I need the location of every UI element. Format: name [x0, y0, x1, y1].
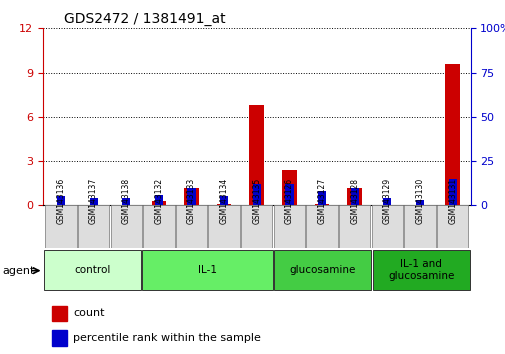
FancyBboxPatch shape	[306, 205, 337, 248]
FancyBboxPatch shape	[372, 250, 469, 290]
Bar	[122, 198, 130, 205]
Text: IL-1 and
glucosamine: IL-1 and glucosamine	[387, 259, 453, 281]
Text: count: count	[73, 308, 104, 318]
FancyBboxPatch shape	[436, 205, 467, 248]
FancyBboxPatch shape	[43, 250, 141, 290]
Bar	[447, 179, 456, 205]
Text: GSM143129: GSM143129	[382, 178, 391, 224]
Bar	[314, 204, 329, 205]
Text: GSM143136: GSM143136	[57, 178, 65, 224]
Text: agent: agent	[3, 266, 35, 276]
FancyBboxPatch shape	[143, 205, 174, 248]
Bar	[252, 184, 261, 205]
Text: percentile rank within the sample: percentile rank within the sample	[73, 333, 260, 343]
Text: GSM143138: GSM143138	[122, 178, 130, 224]
FancyBboxPatch shape	[403, 205, 435, 248]
Bar	[52, 330, 66, 346]
FancyBboxPatch shape	[176, 205, 207, 248]
FancyBboxPatch shape	[371, 205, 402, 248]
Bar	[249, 105, 264, 205]
Bar	[346, 188, 362, 205]
FancyBboxPatch shape	[241, 205, 272, 248]
Text: GSM143135: GSM143135	[252, 178, 261, 224]
Bar	[350, 188, 358, 205]
FancyBboxPatch shape	[273, 205, 305, 248]
Bar	[415, 200, 423, 205]
FancyBboxPatch shape	[111, 205, 141, 248]
FancyBboxPatch shape	[142, 250, 272, 290]
FancyBboxPatch shape	[273, 250, 371, 290]
Text: GDS2472 / 1381491_at: GDS2472 / 1381491_at	[64, 12, 226, 26]
Text: GSM143130: GSM143130	[415, 178, 424, 224]
Bar	[151, 201, 166, 205]
Bar	[57, 196, 65, 205]
Bar	[52, 306, 66, 321]
Text: GSM143133: GSM143133	[187, 178, 195, 224]
FancyBboxPatch shape	[208, 205, 239, 248]
Text: GSM143134: GSM143134	[219, 178, 228, 224]
Bar	[220, 196, 228, 205]
Bar	[281, 170, 296, 205]
FancyBboxPatch shape	[338, 205, 370, 248]
Text: GSM143127: GSM143127	[317, 178, 326, 224]
Text: control: control	[74, 265, 110, 275]
Text: GSM143132: GSM143132	[154, 178, 163, 224]
Bar	[444, 64, 459, 205]
Text: IL-1: IL-1	[197, 265, 217, 275]
FancyBboxPatch shape	[78, 205, 109, 248]
Bar	[155, 195, 163, 205]
Bar	[216, 204, 231, 205]
Bar	[317, 191, 326, 205]
Text: GSM143131: GSM143131	[447, 178, 456, 224]
Text: GSM143137: GSM143137	[89, 178, 98, 224]
Text: GSM143126: GSM143126	[284, 178, 293, 224]
Bar	[285, 184, 293, 205]
Text: GSM143128: GSM143128	[349, 178, 359, 224]
Bar	[184, 188, 198, 205]
Bar	[89, 198, 97, 205]
Bar	[382, 198, 391, 205]
Text: glucosamine: glucosamine	[289, 265, 355, 275]
Bar	[187, 188, 195, 205]
FancyBboxPatch shape	[45, 205, 76, 248]
